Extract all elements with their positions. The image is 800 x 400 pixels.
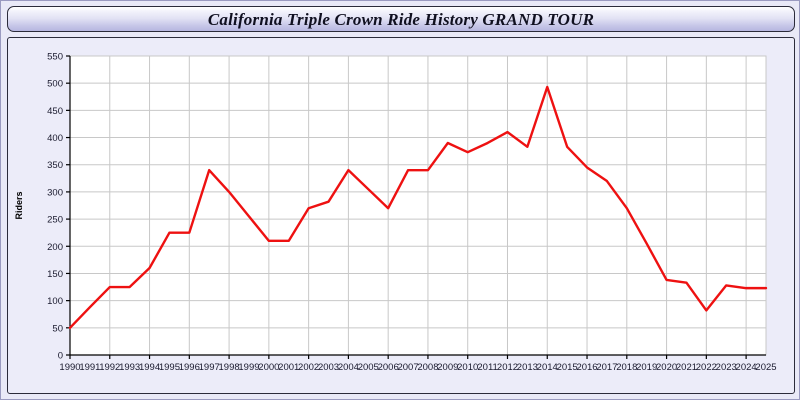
axes	[69, 55, 767, 356]
svg-text:2023: 2023	[716, 362, 737, 373]
svg-text:Riders: Riders	[14, 191, 24, 219]
page-title: California Triple Crown Ride History GRA…	[207, 9, 595, 29]
svg-text:200: 200	[47, 242, 63, 253]
svg-text:2017: 2017	[596, 362, 617, 373]
svg-text:1990: 1990	[59, 362, 80, 373]
svg-text:450: 450	[47, 106, 63, 117]
svg-text:1996: 1996	[179, 362, 200, 373]
svg-text:0: 0	[58, 351, 63, 362]
plot-area: 0 50 100 150 200 250 300 350 400 450 500 550 1990 19…	[8, 38, 794, 393]
svg-text:2003: 2003	[318, 362, 339, 373]
svg-text:2019: 2019	[636, 362, 657, 373]
svg-text:2020: 2020	[656, 362, 677, 373]
svg-text:2005: 2005	[358, 362, 379, 373]
svg-text:350: 350	[47, 160, 63, 171]
chart-panel: 0 50 100 150 200 250 300 350 400 450 500 550 1990 19…	[7, 37, 795, 394]
svg-text:2016: 2016	[576, 362, 597, 373]
svg-text:2015: 2015	[557, 362, 578, 373]
svg-text:2007: 2007	[397, 362, 418, 373]
svg-text:1995: 1995	[159, 362, 180, 373]
svg-text:2013: 2013	[517, 362, 538, 373]
svg-text:2022: 2022	[696, 362, 717, 373]
data-series	[68, 85, 768, 330]
x-axis-ticks: 1990199119921993199419951996199719981999…	[59, 355, 777, 373]
svg-text:1993: 1993	[119, 362, 140, 373]
svg-text:1991: 1991	[79, 362, 100, 373]
svg-text:1998: 1998	[219, 362, 240, 373]
svg-text:1994: 1994	[139, 362, 160, 373]
svg-text:2014: 2014	[537, 362, 558, 373]
svg-text:2018: 2018	[616, 362, 637, 373]
svg-text:50: 50	[52, 323, 63, 334]
svg-text:1992: 1992	[99, 362, 120, 373]
svg-text:2009: 2009	[437, 362, 458, 373]
svg-text:250: 250	[47, 215, 63, 226]
svg-text:150: 150	[47, 269, 63, 280]
svg-text:300: 300	[47, 187, 63, 198]
svg-text:2010: 2010	[457, 362, 478, 373]
svg-text:2002: 2002	[298, 362, 319, 373]
y-axis-ticks: 0 50 100 150 200 250 300 350 400 450 500 550	[47, 52, 70, 362]
svg-text:2006: 2006	[378, 362, 399, 373]
svg-text:550: 550	[47, 52, 63, 63]
svg-text:2011: 2011	[477, 362, 497, 373]
y-axis-label: Riders	[14, 191, 24, 219]
svg-text:2024: 2024	[736, 362, 757, 373]
svg-text:100: 100	[47, 296, 63, 307]
svg-text:2001: 2001	[278, 362, 299, 373]
svg-text:2008: 2008	[417, 362, 438, 373]
grid-lines	[69, 55, 766, 356]
svg-text:2004: 2004	[338, 362, 359, 373]
window-title-bar: California Triple Crown Ride History GRA…	[7, 6, 795, 32]
svg-text:2021: 2021	[676, 362, 697, 373]
svg-text:1999: 1999	[238, 362, 259, 373]
svg-text:2012: 2012	[497, 362, 518, 373]
svg-text:400: 400	[47, 133, 63, 144]
svg-text:1997: 1997	[199, 362, 220, 373]
svg-text:500: 500	[47, 79, 63, 90]
svg-text:2000: 2000	[258, 362, 279, 373]
svg-text:2025: 2025	[755, 362, 776, 373]
